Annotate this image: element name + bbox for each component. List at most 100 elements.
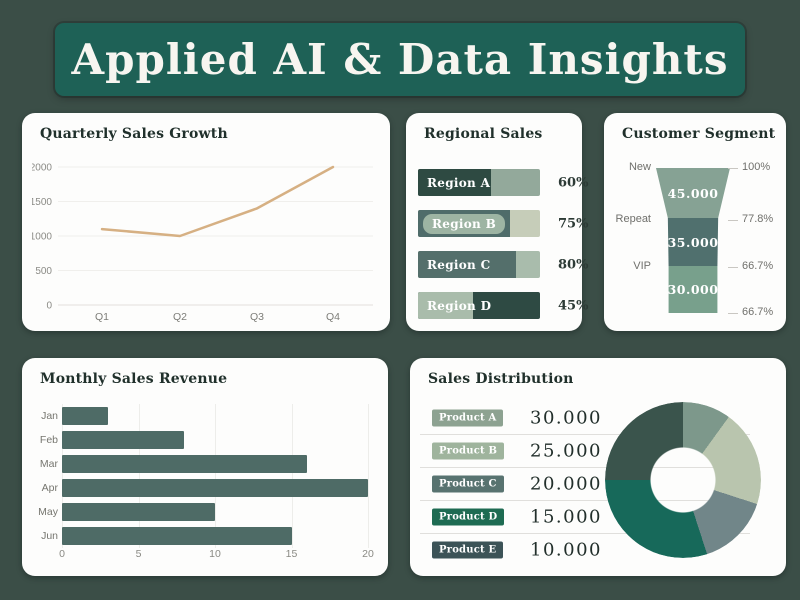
bar-track: Region D — [418, 292, 540, 319]
monthly-gridlines — [62, 404, 369, 548]
product-row: Product D 15.000 — [420, 501, 750, 533]
funnel-stage: 45.000 — [656, 168, 730, 218]
x-tick-label: 0 — [59, 548, 65, 560]
region-percent: 75% — [558, 216, 589, 231]
gridline — [368, 404, 369, 548]
funnel-tick — [728, 220, 738, 221]
month-label: May — [38, 506, 58, 518]
funnel-stage-label: New — [628, 161, 651, 173]
month-label: Feb — [39, 434, 58, 446]
funnel-stage-labels: New Repeat VIP — [604, 113, 651, 331]
bar-fill — [418, 169, 492, 196]
panel-title: Quarterly Sales Growth — [40, 126, 228, 142]
panel-title: Monthly Sales Revenue — [40, 371, 228, 387]
month-bar — [62, 431, 185, 449]
row-divider — [420, 467, 750, 468]
funnel-tick — [728, 168, 738, 169]
row-divider — [420, 434, 750, 435]
title-banner: Applied AI & Data Insights — [55, 23, 745, 96]
y-tick-label: 2000 — [32, 163, 52, 174]
month-bar-row: Mar — [28, 452, 380, 476]
bar-track: Region B — [418, 210, 540, 237]
product-value: 30.000 — [530, 407, 602, 429]
funnel-stage-value: 30.000 — [667, 282, 719, 297]
month-bar — [62, 455, 307, 473]
region-percent: 45% — [558, 298, 589, 313]
x-tick-label: Q2 — [173, 311, 187, 323]
panel-title: Sales Distribution — [428, 371, 574, 387]
funnel-tick — [728, 267, 738, 268]
region-label: Region C — [427, 257, 491, 272]
regional-bar-row: Region A 60% — [418, 169, 588, 196]
x-tick-label: 5 — [135, 548, 142, 560]
month-bar — [62, 503, 215, 521]
month-bar-row: Apr — [28, 476, 380, 500]
y-tick-label: 1000 — [32, 232, 52, 243]
product-row: Product B 25.000 — [420, 435, 750, 467]
month-bar-row: Jan — [28, 404, 380, 428]
monthly-bars-list: Jan Feb Mar Apr May Jun — [28, 404, 380, 548]
panel-monthly-sales-revenue: Monthly Sales Revenue Jan Feb Mar Apr May Jun… — [22, 358, 388, 576]
row-divider — [420, 500, 750, 501]
donut-chart — [605, 402, 761, 558]
product-chip: Product B — [432, 442, 505, 460]
bar-fill — [418, 292, 473, 319]
sales-line — [100, 165, 335, 238]
funnel-tick — [728, 313, 738, 314]
panel-title: Regional Sales — [424, 126, 543, 142]
funnel-stage: 35.000 — [667, 218, 719, 266]
row-divider — [420, 533, 750, 534]
panel-title: Customer Segment — [622, 126, 776, 142]
gridline — [291, 404, 293, 548]
product-value: 15.000 — [530, 506, 602, 528]
x-tick-label: 15 — [285, 548, 298, 560]
month-label: Jun — [41, 530, 58, 542]
bar-track: Region C — [418, 251, 540, 278]
product-chip: Product D — [432, 508, 505, 526]
bar-fill — [418, 251, 516, 278]
x-tick-label: Q4 — [326, 311, 340, 323]
funnel-percent: 66.7% — [742, 260, 774, 272]
gridline — [62, 404, 63, 548]
funnel-stage-value: 35.000 — [667, 234, 719, 250]
region-percent: 60% — [558, 175, 589, 190]
x-tick-label: Q3 — [250, 311, 264, 323]
panel-regional-sales: Regional Sales Region A 60% Region B 75% Reg… — [406, 113, 588, 331]
product-value: 20.000 — [530, 473, 602, 495]
product-row: Product A 30.000 — [420, 402, 750, 434]
panel-customer-segment: Customer Segment New Repeat VIP 45.000 35.0… — [604, 113, 786, 331]
y-tick-label: 1500 — [32, 197, 52, 208]
panel-sales-distribution: Sales Distribution Product A 30.000 Produc… — [410, 358, 786, 576]
product-chip: Product E — [432, 541, 504, 559]
monthly-x-axis: 0 5 10 15 20 — [59, 548, 374, 562]
region-label: Region D — [427, 298, 492, 313]
funnel-stage: 30.000 — [667, 266, 719, 313]
month-label: Jan — [41, 410, 58, 422]
regional-bar-row: Region D 45% — [418, 292, 588, 319]
funnel-stage-label: Repeat — [615, 213, 651, 225]
gridline — [138, 404, 140, 548]
product-value: 10.000 — [530, 539, 602, 561]
month-bar — [62, 479, 368, 497]
region-label: Region B — [423, 213, 506, 234]
funnel-percent: 66.7% — [742, 306, 774, 318]
month-bar-row: May — [28, 500, 380, 524]
page-title: Applied AI & Data Insights — [71, 35, 729, 84]
product-row: Product C 20.000 — [420, 468, 750, 500]
x-tick-label: 10 — [209, 548, 221, 560]
bar-track: Region A — [418, 169, 540, 196]
region-label: Region A — [427, 175, 491, 190]
month-bar — [62, 407, 108, 425]
funnel-percent: 100% — [742, 161, 771, 173]
product-value: 25.000 — [530, 440, 602, 462]
y-tick-label: 0 — [46, 301, 52, 312]
gridline — [215, 404, 216, 548]
product-chip: Product A — [432, 409, 504, 427]
panel-quarterly-sales-growth: Quarterly Sales Growth 0 500 1000 1500 2000 Q… — [22, 113, 390, 331]
month-label: Mar — [39, 458, 58, 470]
regional-bar-row: Region C 80% — [418, 251, 588, 278]
quarterly-line-chart: 0 500 1000 1500 2000 Q1 Q2 Q3 Q4 — [32, 163, 373, 323]
funnel-stage-label: VIP — [633, 260, 651, 272]
funnel-stages: 45.000 35.000 30.000 — [656, 168, 730, 313]
